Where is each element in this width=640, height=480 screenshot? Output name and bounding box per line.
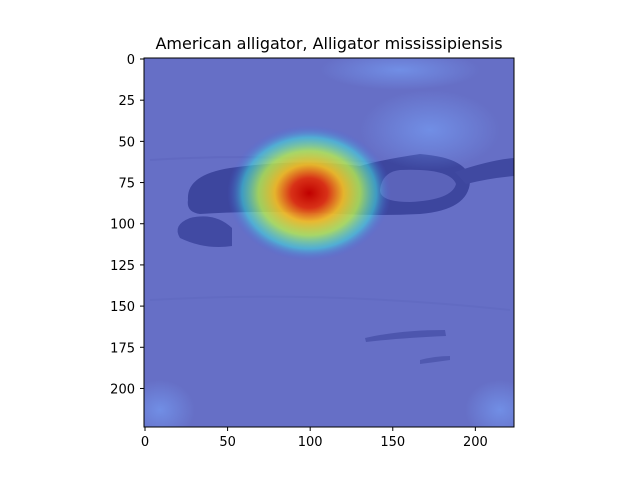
y-tick-label: 200 (110, 382, 135, 397)
y-tick-label: 175 (110, 341, 135, 356)
x-tick-label: 150 (380, 435, 405, 450)
y-tick-label: 100 (110, 218, 135, 233)
chart-title: American alligator, Alligator mississipi… (155, 34, 502, 53)
plot-frame (143, 57, 515, 428)
x-axis: 0 50 100 150 200 (141, 427, 488, 450)
y-tick-label: 150 (110, 300, 135, 315)
x-tick-label: 100 (298, 435, 323, 450)
x-tick-label: 200 (463, 435, 488, 450)
x-tick-label: 0 (141, 435, 149, 450)
heatmap-image (144, 58, 514, 427)
heatmap-hotspot (227, 125, 392, 262)
x-tick-label: 50 (219, 435, 236, 450)
y-tick-label: 50 (118, 135, 135, 150)
y-tick-label: 25 (118, 94, 135, 109)
y-tick-label: 125 (110, 259, 135, 274)
y-tick-label: 75 (118, 177, 135, 192)
y-tick-label: 0 (127, 53, 135, 68)
y-axis: 0 25 50 75 100 125 150 175 200 (110, 53, 144, 397)
